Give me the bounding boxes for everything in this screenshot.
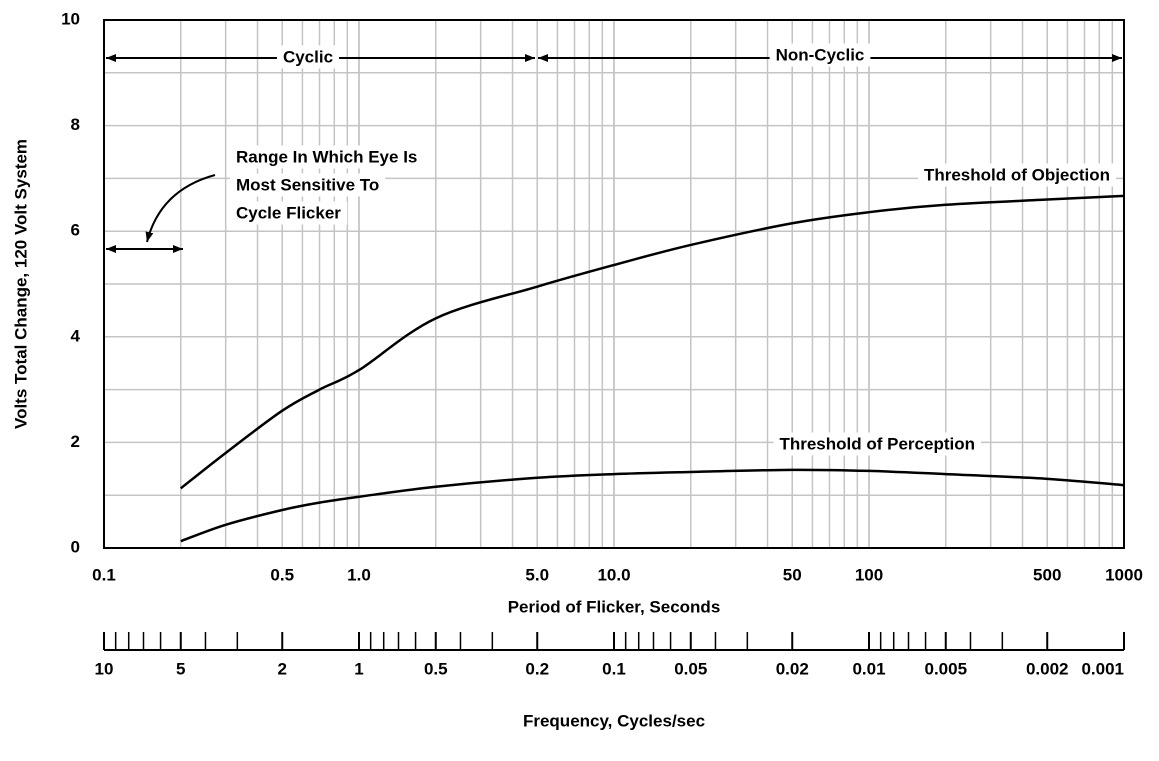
label-background — [773, 432, 981, 456]
annotation: Cycle Flicker — [236, 203, 341, 222]
annotation: Threshold of Objection — [924, 165, 1110, 184]
grid — [103, 19, 1125, 549]
secondary-tick-label: 0.02 — [776, 659, 809, 678]
x-axis-title: Period of Flicker, Seconds — [508, 597, 721, 616]
series-line — [179, 194, 1125, 490]
secondary-tick-label: 0.002 — [1026, 659, 1069, 678]
x-tick-label: 500 — [1033, 565, 1061, 584]
label-background — [230, 145, 424, 169]
series-line — [180, 468, 1125, 543]
x-tick-label: 10.0 — [597, 565, 630, 584]
x-tick-label: 0.5 — [270, 565, 294, 584]
y-tick-label: 10 — [61, 9, 80, 28]
label-background — [769, 43, 871, 67]
secondary-tick-label: 0.5 — [424, 659, 448, 678]
secondary-tick-label: 10 — [95, 659, 114, 678]
annotation: Non-Cyclic — [776, 45, 865, 64]
secondary-tick-label: 0.1 — [602, 659, 626, 678]
label-background — [230, 201, 348, 225]
secondary-tick-label: 5 — [176, 659, 185, 678]
secondary-axis-title: Frequency, Cycles/sec — [523, 711, 705, 730]
secondary-tick-label: 0.001 — [1081, 659, 1124, 678]
x-tick-label: 50 — [783, 565, 802, 584]
y-tick-label: 6 — [71, 221, 80, 240]
label-background — [917, 163, 1116, 187]
plot-frame — [103, 19, 1125, 549]
secondary-tick-label: 0.2 — [525, 659, 549, 678]
secondary-tick-label: 0.01 — [852, 659, 885, 678]
x-tick-label: 5.0 — [525, 565, 549, 584]
secondary-tick-label: 0.05 — [674, 659, 707, 678]
y-tick-label: 8 — [71, 115, 80, 134]
y-tick-label: 4 — [71, 326, 81, 345]
annotation: Threshold of Perception — [779, 434, 975, 453]
y-axis-title: Volts Total Change, 120 Volt System — [11, 139, 30, 429]
pointer-arrow — [145, 174, 216, 243]
annotation: Range In Which Eye Is — [236, 147, 417, 166]
annotation: Most Sensitive To — [236, 175, 379, 194]
y-tick-label: 0 — [71, 537, 80, 556]
label-background — [276, 45, 340, 69]
label-background — [230, 173, 386, 197]
x-tick-label: 1.0 — [347, 565, 371, 584]
x-tick-label: 100 — [855, 565, 883, 584]
secondary-tick-label: 1 — [354, 659, 363, 678]
annotation: Cyclic — [283, 47, 333, 66]
secondary-tick-label: 0.005 — [924, 659, 967, 678]
secondary-tick-label: 2 — [278, 659, 287, 678]
x-tick-label: 0.1 — [92, 565, 116, 584]
y-tick-label: 2 — [71, 432, 80, 451]
x-tick-label: 1000 — [1105, 565, 1143, 584]
